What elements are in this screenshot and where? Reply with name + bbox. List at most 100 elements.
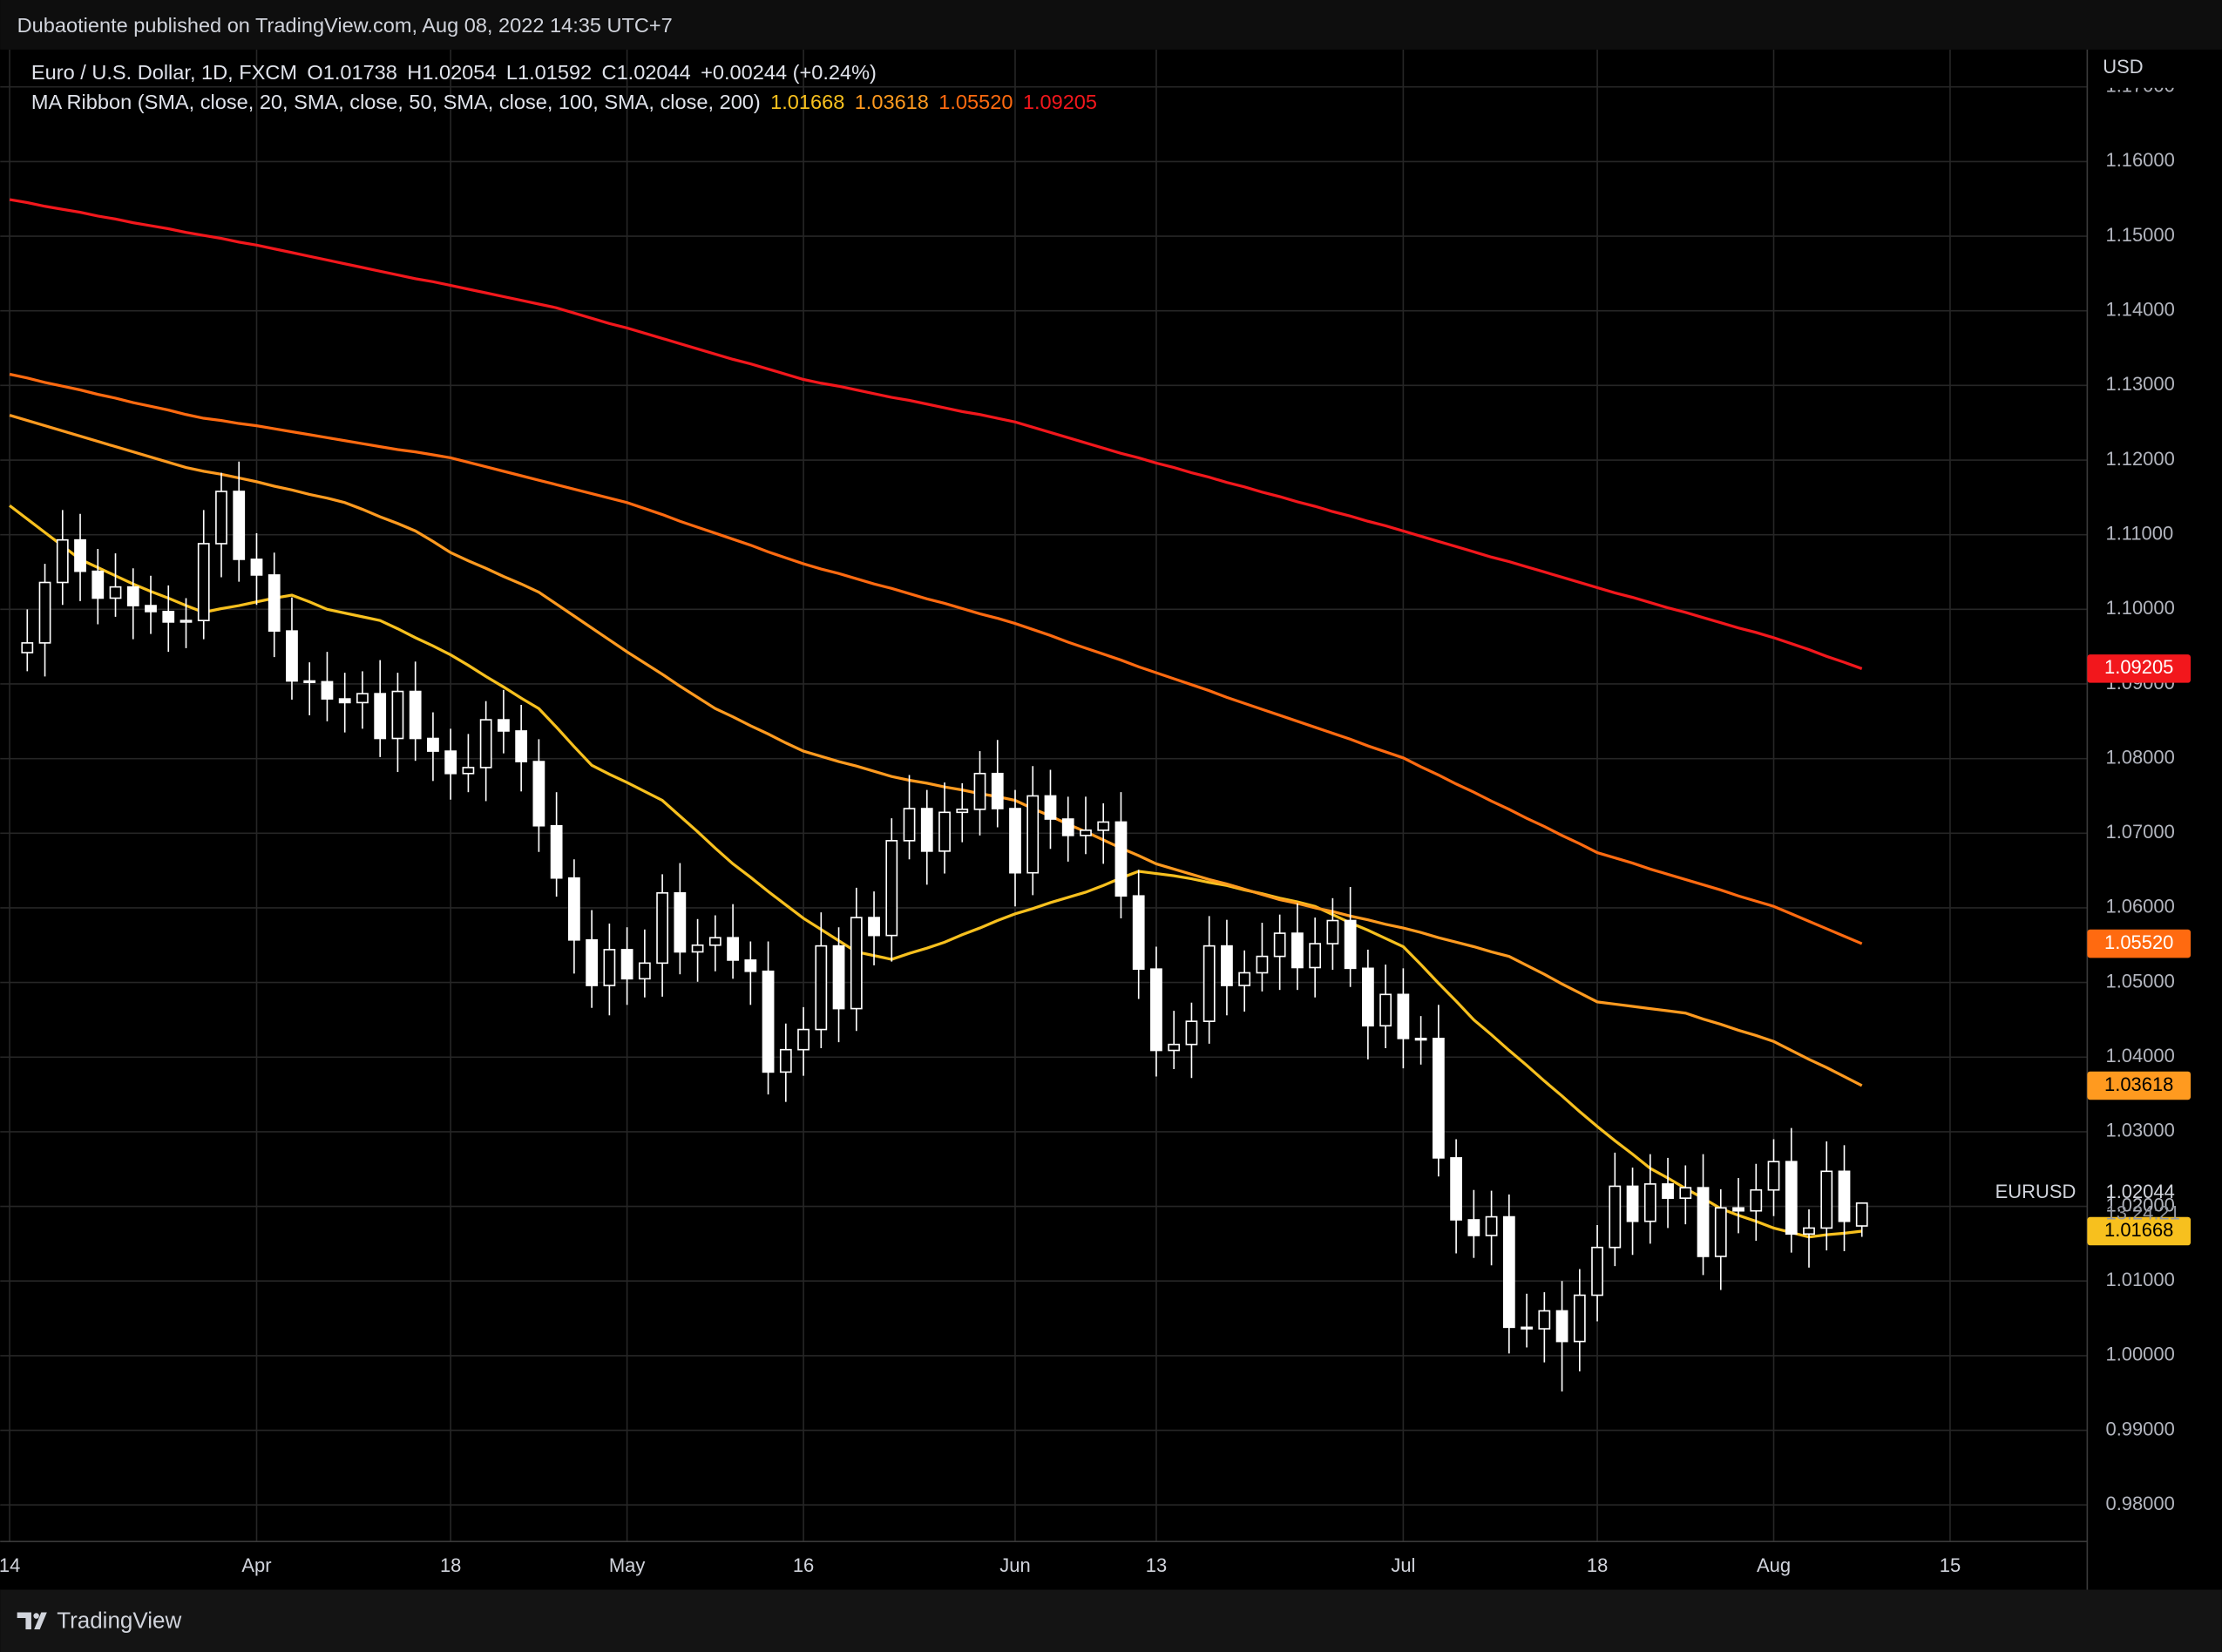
price-badge-label: 1.01668 xyxy=(2104,1219,2173,1241)
candle-body xyxy=(1061,818,1074,836)
candle-body xyxy=(550,824,563,879)
y-tick-label: 1.04000 xyxy=(2106,1045,2175,1066)
candle-body xyxy=(1256,955,1269,974)
ohlc-value: O1.01738 xyxy=(307,61,397,84)
candle-body xyxy=(162,611,175,623)
candle-body xyxy=(1044,795,1057,820)
ohlc-value: L1.01592 xyxy=(506,61,592,84)
ma-line xyxy=(9,414,1863,1087)
x-tick-label: Apr xyxy=(241,1554,271,1576)
y-tick-label: 1.15000 xyxy=(2106,224,2175,246)
y-tick-label: 1.02000 xyxy=(2106,1194,2175,1215)
ma-line xyxy=(9,372,1863,945)
candle-body xyxy=(356,693,369,704)
candle-body xyxy=(1855,1202,1868,1227)
candle-body xyxy=(338,698,351,704)
candle-body xyxy=(1803,1227,1815,1236)
candle-body xyxy=(1750,1188,1763,1212)
bottom-bar xyxy=(0,1589,2222,1652)
logo-dot xyxy=(33,1613,39,1619)
candle-body xyxy=(462,767,475,775)
x-tick-label: 14 xyxy=(0,1554,20,1576)
x-tick-label: May xyxy=(609,1554,645,1576)
candle-body xyxy=(1521,1326,1533,1330)
indicator-value: 1.03618 xyxy=(855,91,929,113)
candle-body xyxy=(1538,1310,1551,1330)
x-tick-label: Jul xyxy=(1391,1554,1415,1576)
y-tick-label: 1.01000 xyxy=(2106,1269,2175,1290)
candle-body xyxy=(1097,821,1110,831)
y-tick-label: 1.03000 xyxy=(2106,1120,2175,1141)
price-badge xyxy=(2087,654,2192,683)
indicator-value: 1.01668 xyxy=(770,91,844,113)
candle-body xyxy=(744,959,757,972)
ma-lines xyxy=(9,198,1863,1239)
candle-body xyxy=(233,491,246,560)
y-tick-label: 1.11000 xyxy=(2106,522,2174,544)
published-note: Dubaotiente published on TradingView.com… xyxy=(17,14,673,37)
candle-body xyxy=(727,937,739,961)
candle-body xyxy=(1309,943,1322,969)
y-tick-label: 1.14000 xyxy=(2106,299,2175,321)
candle-body xyxy=(1609,1185,1622,1249)
candle-body xyxy=(638,962,651,980)
candle-body xyxy=(1326,919,1339,944)
candle-body xyxy=(1432,1038,1445,1159)
candle-body xyxy=(832,944,845,1010)
candle-body xyxy=(797,1028,810,1051)
candle-body xyxy=(603,949,616,986)
candle-body xyxy=(391,690,404,740)
price-badge xyxy=(2087,1216,2192,1246)
candle-body xyxy=(1714,1207,1727,1257)
candle-body xyxy=(850,917,863,1010)
brand: TradingView xyxy=(57,1608,181,1634)
candle-body xyxy=(1679,1187,1692,1199)
candle-body xyxy=(427,737,439,752)
candle-body xyxy=(1168,1043,1181,1052)
bar-countdown: 13:24:21 xyxy=(2106,1202,2180,1224)
indicator-value: 1.05520 xyxy=(938,91,1013,113)
candle-body xyxy=(620,949,633,980)
candle-body xyxy=(1344,919,1357,970)
symbol: Euro / U.S. Dollar, 1D, FXCM xyxy=(31,61,297,84)
candle-body xyxy=(1009,808,1021,874)
x-tick-label: 16 xyxy=(793,1554,814,1576)
y-tick-label: 1.08000 xyxy=(2106,746,2175,768)
price-badge-label: 1.05520 xyxy=(2104,931,2173,953)
candle-body xyxy=(1414,1038,1427,1041)
candle-body xyxy=(409,690,422,740)
y-tick-label: 1.16000 xyxy=(2106,149,2175,171)
candle-body xyxy=(56,538,69,584)
brand-logo xyxy=(17,1612,47,1629)
y-tick-label: 0.99000 xyxy=(2106,1418,2175,1439)
candle-body xyxy=(126,586,139,606)
grid xyxy=(0,49,2088,1542)
candle-body xyxy=(1591,1246,1603,1297)
candle-body xyxy=(515,730,528,762)
candle-body xyxy=(180,620,193,623)
candle-body xyxy=(691,944,704,953)
top-bar xyxy=(0,0,2222,50)
candle-body xyxy=(1838,1170,1851,1222)
candle-body xyxy=(674,892,687,953)
candle-body xyxy=(1291,932,1304,969)
candle-body xyxy=(1820,1170,1833,1229)
candle-body xyxy=(444,750,457,775)
x-tick-label: 18 xyxy=(1587,1554,1608,1576)
x-tick-label: Aug xyxy=(1757,1554,1791,1576)
price-badge xyxy=(2087,929,2192,958)
ma-line xyxy=(9,504,1862,1239)
indicator-name: MA Ribbon (SMA, close, 20, SMA, close, 5… xyxy=(31,91,761,113)
candle-body xyxy=(321,680,334,700)
candle-body xyxy=(1132,895,1145,971)
candle-body xyxy=(815,944,828,1031)
y-tick-label: 0.98000 xyxy=(2106,1493,2175,1514)
last-price: 1.02044 xyxy=(2106,1181,2175,1202)
y-tick-label: 1.06000 xyxy=(2106,896,2175,917)
candle-body xyxy=(38,581,51,644)
candle-body xyxy=(145,605,157,613)
currency-bg xyxy=(2091,51,2177,88)
x-tick-label: 15 xyxy=(1940,1554,1961,1576)
